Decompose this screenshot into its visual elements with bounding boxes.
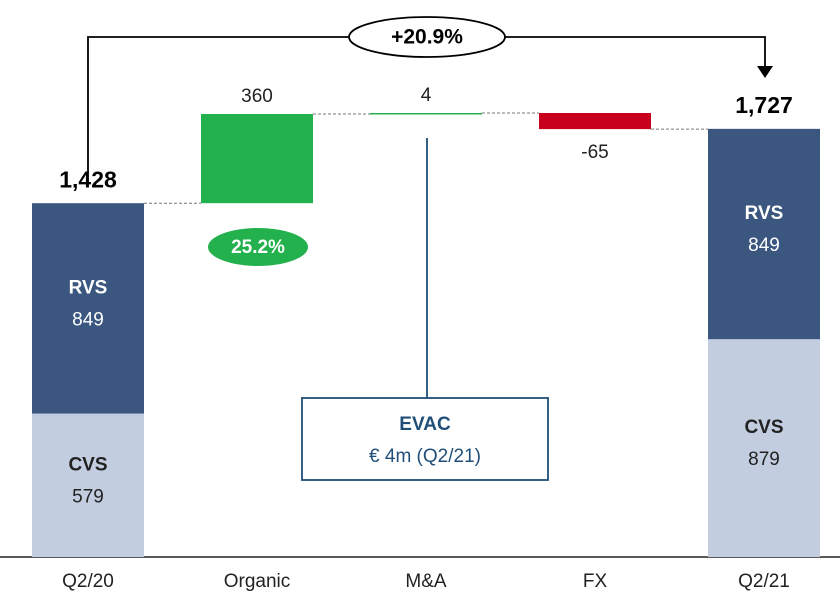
x-tick-label: FX: [583, 571, 608, 592]
x-tick-label: Organic: [224, 571, 291, 592]
stack-segment: [32, 203, 144, 414]
segment-name: CVS: [68, 454, 107, 475]
segment-value: 849: [748, 235, 780, 256]
callout-text: € 4m (Q2/21): [369, 446, 481, 467]
organic-growth-label: 25.2%: [231, 237, 285, 258]
stack-segment: [708, 339, 820, 557]
segment-value: 579: [72, 486, 104, 507]
step-bar: [539, 113, 651, 130]
x-tick-label: Q2/21: [738, 571, 790, 592]
x-tick-label: M&A: [405, 571, 447, 592]
segment-name: RVS: [69, 277, 108, 298]
segment-name: RVS: [745, 203, 784, 224]
total-label: 1,727: [735, 92, 793, 118]
callout-title: EVAC: [399, 414, 451, 435]
step-label: -65: [581, 142, 608, 163]
growth-bubble: [348, 16, 506, 58]
segment-name: CVS: [744, 417, 783, 438]
growth-label: +20.9%: [391, 26, 463, 49]
organic-bubble: [208, 228, 308, 266]
stack-segment: [32, 413, 144, 557]
total-label: 1,428: [59, 166, 117, 192]
step-label: 4: [421, 85, 432, 106]
segment-value: 849: [72, 309, 104, 330]
callout-box: [301, 397, 549, 481]
stack-segment: [708, 128, 820, 340]
segment-value: 879: [748, 449, 780, 470]
step-label: 360: [241, 86, 273, 107]
x-tick-label: Q2/20: [62, 571, 114, 592]
arrow-head: [757, 66, 773, 78]
step-bar: [370, 113, 482, 115]
step-bar: [201, 113, 313, 204]
